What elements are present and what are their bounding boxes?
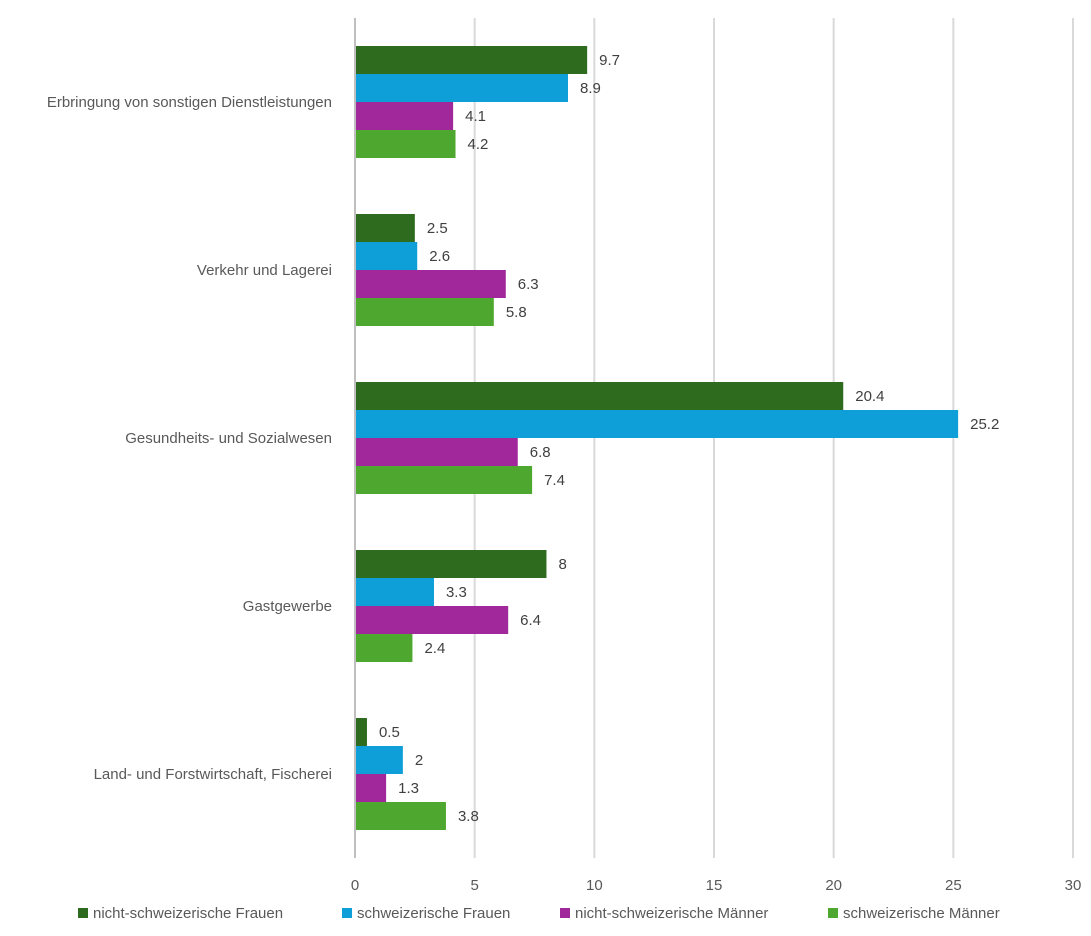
data-label: 2.5 bbox=[427, 220, 448, 237]
bar bbox=[356, 298, 494, 326]
bar bbox=[356, 102, 454, 130]
bar bbox=[356, 74, 569, 102]
data-label: 2.4 bbox=[424, 640, 445, 657]
bar bbox=[356, 46, 588, 74]
bar bbox=[356, 270, 506, 298]
data-label: 0.5 bbox=[379, 724, 400, 741]
data-label: 7.4 bbox=[544, 472, 565, 489]
x-tick-label: 15 bbox=[706, 877, 723, 894]
legend-label: schweizerische Männer bbox=[843, 905, 1000, 922]
category-label: Verkehr und Lagerei bbox=[197, 262, 332, 279]
x-tick-label: 10 bbox=[586, 877, 603, 894]
bar bbox=[356, 606, 509, 634]
bar bbox=[356, 214, 415, 242]
data-label: 4.1 bbox=[465, 108, 486, 125]
x-tick-label: 20 bbox=[825, 877, 842, 894]
legend-swatch bbox=[342, 908, 352, 918]
data-label: 4.2 bbox=[468, 136, 489, 153]
data-label: 2.6 bbox=[429, 248, 450, 265]
bar bbox=[356, 578, 434, 606]
category-label: Erbringung von sonstigen Dienstleistunge… bbox=[47, 94, 332, 111]
category-label: Gesundheits- und Sozialwesen bbox=[125, 430, 332, 447]
legend-swatch bbox=[560, 908, 570, 918]
data-label: 2 bbox=[415, 752, 423, 769]
data-label: 25.2 bbox=[970, 416, 999, 433]
bar bbox=[356, 242, 418, 270]
bar bbox=[356, 802, 446, 830]
data-label: 20.4 bbox=[855, 388, 884, 405]
bars bbox=[356, 46, 959, 830]
data-label: 3.3 bbox=[446, 584, 467, 601]
bar bbox=[356, 634, 413, 662]
legend-swatch bbox=[828, 908, 838, 918]
bar bbox=[356, 130, 456, 158]
bar bbox=[356, 550, 547, 578]
x-tick-label: 25 bbox=[945, 877, 962, 894]
legend-swatch bbox=[78, 908, 88, 918]
bar bbox=[356, 466, 533, 494]
data-label: 9.7 bbox=[599, 52, 620, 69]
bar bbox=[356, 746, 403, 774]
legend-label: nicht-schweizerische Frauen bbox=[93, 905, 283, 922]
bar bbox=[356, 410, 959, 438]
data-label: 8.9 bbox=[580, 80, 601, 97]
x-tick-label: 0 bbox=[351, 877, 359, 894]
bar bbox=[356, 382, 844, 410]
legend-label: schweizerische Frauen bbox=[357, 905, 510, 922]
bar bbox=[356, 774, 387, 802]
category-label: Land- und Forstwirtschaft, Fischerei bbox=[94, 766, 332, 783]
data-label: 3.8 bbox=[458, 808, 479, 825]
x-tick-label: 5 bbox=[470, 877, 478, 894]
category-label: Gastgewerbe bbox=[243, 598, 332, 615]
category-labels: Erbringung von sonstigen Dienstleistunge… bbox=[47, 94, 332, 783]
legend: nicht-schweizerische Frauen schweizerisch… bbox=[78, 905, 1000, 922]
x-axis-tick-labels: 0 5 10 15 20 25 30 bbox=[351, 877, 1082, 894]
data-labels: 9.7 8.9 4.1 4.2 2.5 2.6 6.3 5.8 20.4 25.2 6.8 7.4 8 3… bbox=[379, 52, 999, 825]
legend-label: nicht-schweizerische Männer bbox=[575, 905, 768, 922]
data-label: 8 bbox=[558, 556, 566, 573]
data-label: 6.3 bbox=[518, 276, 539, 293]
data-label: 5.8 bbox=[506, 304, 527, 321]
bar bbox=[356, 718, 367, 746]
bar bbox=[356, 438, 518, 466]
data-label: 6.4 bbox=[520, 612, 541, 629]
data-label: 1.3 bbox=[398, 780, 419, 797]
x-tick-label: 30 bbox=[1065, 877, 1082, 894]
data-label: 6.8 bbox=[530, 444, 551, 461]
